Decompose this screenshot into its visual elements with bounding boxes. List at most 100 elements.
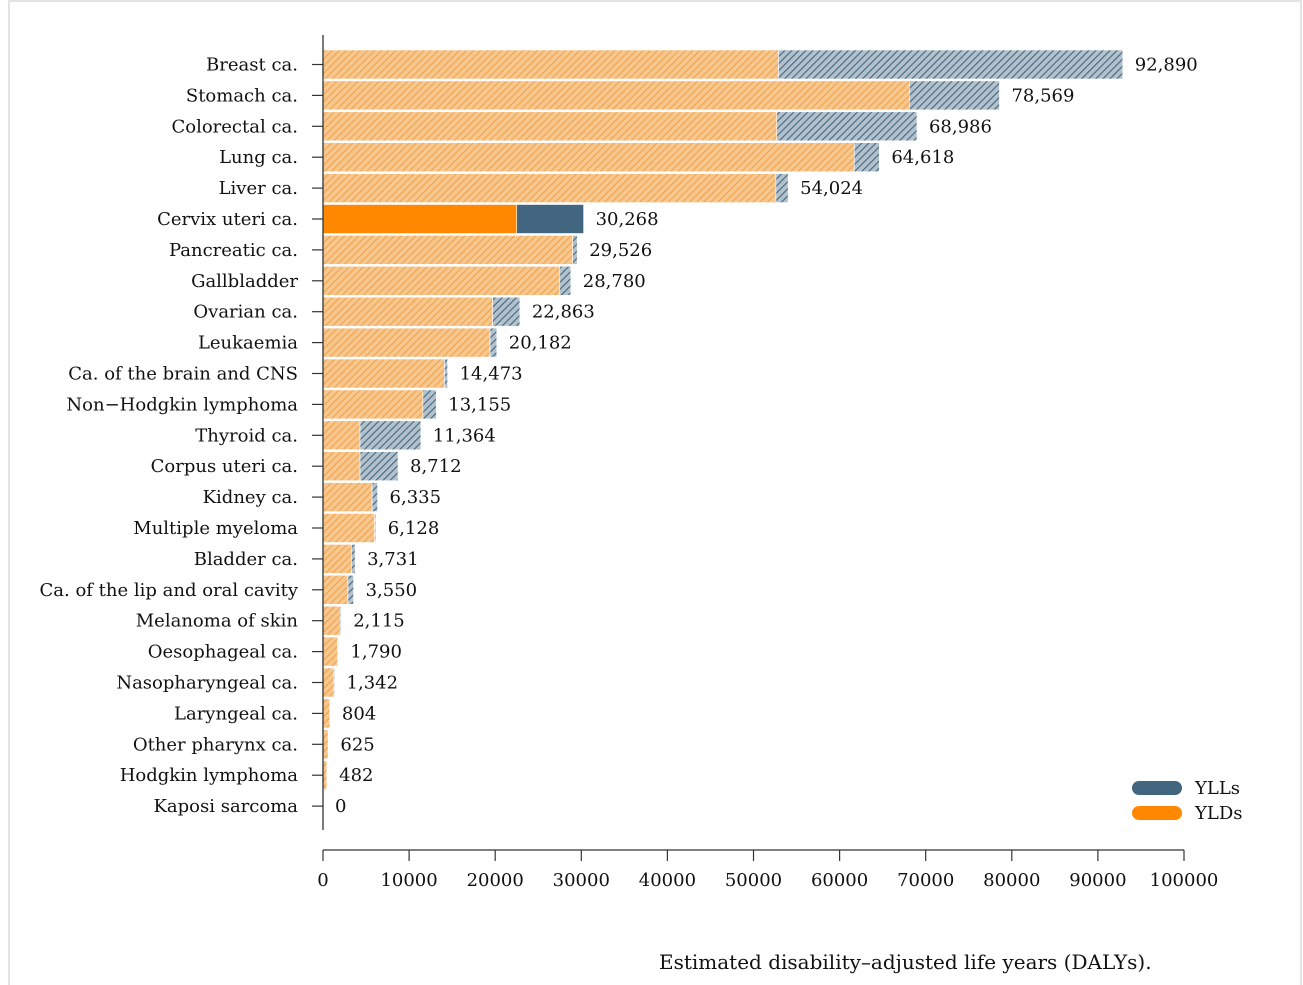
data-label: 13,155 <box>448 394 511 415</box>
bar-yll <box>444 358 448 389</box>
legend: YLLs YLDs <box>1132 778 1243 824</box>
data-label: 54,024 <box>800 178 863 199</box>
bar-yll <box>492 296 521 327</box>
y-tick-label: Multiple myeloma <box>133 518 298 539</box>
bar-yld <box>322 142 855 172</box>
data-label: 2,115 <box>353 611 405 632</box>
bar-yld <box>322 513 375 543</box>
bar-yll <box>775 173 789 203</box>
x-tick-label: 40000 <box>639 870 696 891</box>
bar-yll <box>371 482 378 512</box>
y-tick-label: Gallbladder <box>191 271 298 292</box>
y-tick-label: Cervix uteri ca. <box>157 209 298 230</box>
y-tick-label: Bladder ca. <box>194 549 298 570</box>
y-tick-label: Stomach ca. <box>186 85 298 106</box>
y-tick-label: Oesophageal ca. <box>148 642 298 663</box>
bar-yld <box>322 80 910 111</box>
y-tick-label: Kidney ca. <box>203 487 298 508</box>
bar-yld <box>322 544 352 574</box>
x-tick-label: 60000 <box>811 870 868 891</box>
data-label: 30,268 <box>596 209 659 230</box>
bar-yll <box>347 574 354 605</box>
bar-yld <box>322 235 573 265</box>
bar-yll <box>339 605 342 636</box>
bar-yld <box>322 698 331 729</box>
bar-yll <box>359 451 399 482</box>
y-tick-label: Other pharynx ca. <box>133 734 298 755</box>
y-axis: Breast ca. Stomach ca. Colorectal ca. Lung … <box>40 35 324 830</box>
bar-yll <box>559 265 572 296</box>
y-tick-label: Laryngeal ca. <box>174 703 298 724</box>
bar-yll <box>778 49 1124 80</box>
bar-yld <box>322 636 338 667</box>
bar-yld <box>322 451 361 482</box>
bar-yll <box>516 204 584 234</box>
legend-swatch <box>1132 806 1182 820</box>
bar-yld <box>322 420 361 451</box>
data-label: 11,364 <box>433 425 496 446</box>
x-tick-label: 20000 <box>467 870 524 891</box>
data-label: 804 <box>342 703 376 724</box>
bar-yll <box>489 327 498 358</box>
y-tick-label: Kaposi sarcoma <box>153 796 298 817</box>
data-label: 29,526 <box>589 240 652 261</box>
figure-frame <box>8 0 1302 985</box>
data-label: 14,473 <box>460 364 523 385</box>
bar-yll <box>337 636 339 667</box>
x-tick-label: 80000 <box>983 870 1040 891</box>
data-label: 3,550 <box>366 580 418 601</box>
bar-yld <box>322 729 329 760</box>
x-tick-label: 30000 <box>553 870 610 891</box>
y-tick-label: Lung ca. <box>219 147 298 168</box>
legend-label: YLDs <box>1194 803 1243 824</box>
x-axis-caption: Estimated disability–adjusted life years… <box>659 950 1152 974</box>
bar-yld <box>322 327 491 358</box>
data-label: 6,335 <box>390 487 442 508</box>
legend-label: YLLs <box>1194 778 1240 799</box>
bar-yld <box>322 574 349 605</box>
data-label: 0 <box>335 796 346 817</box>
y-tick-label: Liver ca. <box>219 178 298 199</box>
bar-yll <box>374 513 377 543</box>
y-tick-label: Leukaemia <box>198 333 298 354</box>
y-tick-label: Ovarian ca. <box>193 302 298 323</box>
data-label: 1,342 <box>347 673 399 694</box>
bar-yld <box>322 111 778 142</box>
data-label: 78,569 <box>1011 85 1074 106</box>
y-tick-label: Pancreatic ca. <box>169 240 298 261</box>
bar-yld <box>322 265 561 296</box>
x-tick-label: 70000 <box>897 870 954 891</box>
data-label: 625 <box>340 734 374 755</box>
x-tick-label: 50000 <box>725 870 782 891</box>
bar-yld <box>322 173 777 203</box>
x-tick-label: 90000 <box>1069 870 1126 891</box>
bar-yld <box>322 204 518 234</box>
y-tick-label: Nasopharyngeal ca. <box>116 673 298 694</box>
data-label: 3,731 <box>367 549 419 570</box>
y-tick-label: Colorectal ca. <box>171 116 298 137</box>
legend-swatch <box>1132 781 1182 795</box>
data-label: 64,618 <box>891 147 954 168</box>
y-tick-label: Corpus uteri ca. <box>151 456 298 477</box>
data-label: 20,182 <box>509 333 572 354</box>
bar-yll <box>853 142 880 172</box>
data-label: 22,863 <box>532 302 595 323</box>
bar-yll <box>351 544 356 574</box>
bar-yld <box>322 358 445 389</box>
x-tick-label: 0 <box>317 870 328 891</box>
y-tick-label: Hodgkin lymphoma <box>120 765 299 786</box>
bar-yld <box>322 296 493 327</box>
data-label: 6,128 <box>388 518 440 539</box>
y-tick-label: Melanoma of skin <box>136 611 299 632</box>
bar-yld <box>322 49 779 80</box>
y-tick-label: Thyroid ca. <box>195 425 298 446</box>
data-label: 8,712 <box>410 456 462 477</box>
bar-yll <box>909 80 1000 111</box>
x-axis: 0 10000 20000 30000 40000 50000 60000 70000 8000… <box>317 849 1219 891</box>
data-label: 68,986 <box>929 116 992 137</box>
bar-yld <box>322 667 334 698</box>
bar-yld <box>322 605 341 636</box>
x-tick-label: 100000 <box>1150 870 1219 891</box>
y-tick-label: Ca. of the brain and CNS <box>68 364 298 385</box>
